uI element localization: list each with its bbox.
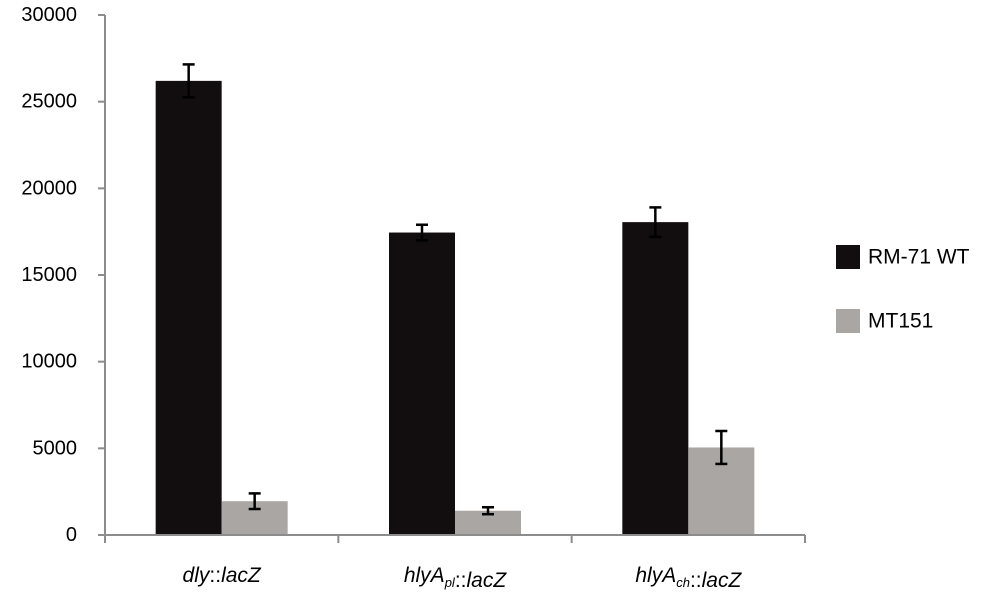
error-bars	[182, 63, 728, 516]
error-bar	[416, 223, 428, 242]
error-bar	[649, 206, 662, 239]
legend-label: RM-71 WT	[868, 246, 970, 269]
y-axis: 0 5000 10000 15000 20000 25000 30000	[21, 4, 106, 546]
bar-rm-71-wt	[622, 222, 689, 535]
y-tick-label: 5000	[33, 437, 78, 459]
legend-label: MT151	[868, 310, 933, 333]
x-category-label: dly::lacZ	[183, 564, 262, 587]
y-tick-label: 25000	[21, 91, 77, 113]
x-category-label: hlyAch::lacZ	[635, 564, 742, 592]
x-category-label: hlyApl::lacZ	[404, 564, 508, 592]
y-tick-label: 0	[66, 524, 77, 546]
y-tick-label: 15000	[21, 264, 77, 286]
bar-rm-71-wt	[389, 232, 455, 536]
y-tick-label: 10000	[21, 351, 77, 373]
x-axis: dly::lacZ hlyApl::lacZ hlyAch::lacZ	[104, 534, 806, 592]
bar-rm-71-wt	[155, 80, 222, 535]
legend-item: RM-71 WT	[836, 245, 970, 269]
error-bar	[715, 429, 728, 466]
error-bar	[182, 63, 195, 99]
error-bar	[482, 506, 494, 516]
y-tick-label: 20000	[21, 177, 77, 199]
y-tick-label: 30000	[21, 4, 77, 26]
legend-swatch	[836, 245, 860, 269]
legend-swatch	[836, 309, 860, 333]
legend-item: MT151	[836, 309, 933, 333]
error-bar	[248, 492, 261, 511]
legend: RM-71 WT MT151	[836, 245, 970, 333]
bars	[155, 80, 755, 536]
